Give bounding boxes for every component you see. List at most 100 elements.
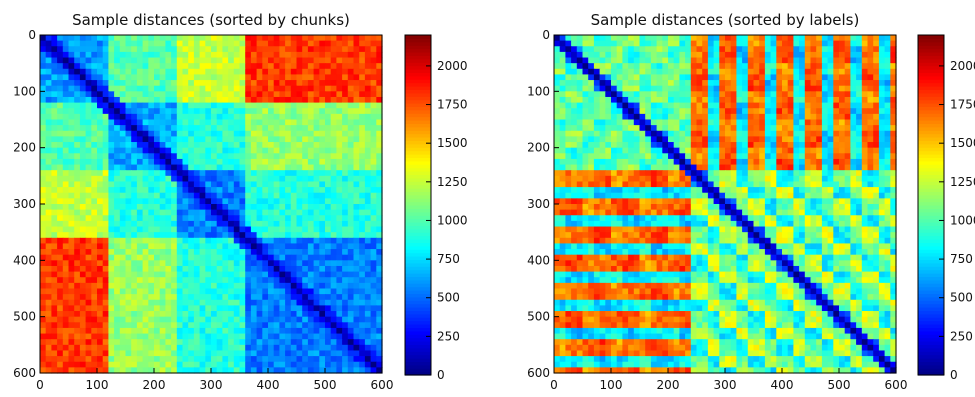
- heatmap-cell: [348, 294, 354, 300]
- heatmap-cell: [234, 41, 240, 47]
- heatmap-cell: [354, 91, 360, 97]
- heatmap-cell: [103, 317, 109, 323]
- heatmap-cell: [234, 266, 240, 272]
- heatmap-cell: [160, 198, 166, 204]
- heatmap-cell: [251, 35, 257, 41]
- heatmap-cell: [731, 125, 737, 131]
- heatmap-cell: [314, 125, 320, 131]
- heatmap-cell: [662, 120, 668, 126]
- heatmap-cell: [336, 283, 342, 289]
- heatmap-cell: [234, 74, 240, 80]
- heatmap-cell: [588, 120, 594, 126]
- heatmap-cell: [137, 238, 143, 244]
- heatmap-cell: [628, 108, 634, 114]
- heatmap-cell: [262, 300, 268, 306]
- heatmap-cell: [331, 153, 337, 159]
- heatmap-cell: [668, 91, 674, 97]
- heatmap-cell: [319, 153, 325, 159]
- heatmap-cell: [279, 266, 285, 272]
- heatmap-cell: [268, 120, 274, 126]
- heatmap-cell: [160, 210, 166, 216]
- heatmap-cell: [245, 120, 251, 126]
- heatmap-cell: [828, 97, 834, 103]
- heatmap-cell: [371, 148, 377, 154]
- heatmap-cell: [154, 80, 160, 86]
- heatmap-cell: [257, 238, 263, 244]
- heatmap-cell: [200, 289, 206, 295]
- heatmap-cell: [240, 136, 246, 142]
- heatmap-cell: [702, 103, 708, 109]
- heatmap-cell: [297, 103, 303, 109]
- heatmap-cell: [308, 35, 314, 41]
- heatmap-cell: [839, 125, 845, 131]
- heatmap-cell: [148, 232, 154, 238]
- heatmap-cell: [171, 41, 177, 47]
- heatmap-cell: [850, 108, 856, 114]
- y-tick-label: 300: [13, 197, 36, 211]
- heatmap-cell: [371, 227, 377, 233]
- heatmap-cell: [222, 46, 228, 52]
- heatmap-cell: [799, 46, 805, 52]
- heatmap-cell: [228, 238, 234, 244]
- heatmap-cell: [257, 41, 263, 47]
- heatmap-cell: [234, 272, 240, 278]
- heatmap-cell: [742, 148, 748, 154]
- heatmap-cell: [765, 35, 771, 41]
- heatmap-cell: [251, 272, 257, 278]
- heatmap-cell: [565, 35, 571, 41]
- heatmap-cell: [86, 350, 92, 356]
- heatmap-cell: [165, 120, 171, 126]
- heatmap-cell: [177, 289, 183, 295]
- heatmap-cell: [600, 120, 606, 126]
- heatmap-cell: [188, 46, 194, 52]
- heatmap-cell: [308, 294, 314, 300]
- heatmap-cell: [262, 187, 268, 193]
- heatmap-cell: [297, 170, 303, 176]
- heatmap-cell: [188, 58, 194, 64]
- heatmap-cell: [674, 108, 680, 114]
- heatmap-cell: [668, 69, 674, 75]
- heatmap-cell: [165, 272, 171, 278]
- heatmap-cell: [103, 277, 109, 283]
- heatmap-cell: [143, 187, 149, 193]
- heatmap-cell: [634, 80, 640, 86]
- heatmap-cell: [165, 362, 171, 368]
- heatmap-cell: [137, 260, 143, 266]
- heatmap-cell: [154, 345, 160, 351]
- heatmap-cell: [234, 165, 240, 171]
- heatmap-cell: [69, 356, 75, 362]
- heatmap-cell: [736, 69, 742, 75]
- heatmap-cell: [188, 221, 194, 227]
- heatmap-cell: [126, 277, 132, 283]
- heatmap-cell: [160, 227, 166, 233]
- heatmap-cell: [51, 97, 57, 103]
- heatmap-cell: [771, 114, 777, 120]
- heatmap-cell: [371, 136, 377, 142]
- heatmap-cell: [148, 204, 154, 210]
- heatmap-cell: [308, 334, 314, 340]
- heatmap-cell: [622, 46, 628, 52]
- heatmap-cell: [354, 114, 360, 120]
- heatmap-cell: [308, 97, 314, 103]
- heatmap-cell: [611, 63, 617, 69]
- heatmap-cell: [177, 221, 183, 227]
- heatmap-cell: [583, 97, 589, 103]
- heatmap-cell: [86, 238, 92, 244]
- heatmap-cell: [126, 283, 132, 289]
- heatmap-cell: [171, 277, 177, 283]
- heatmap-cell: [314, 289, 320, 295]
- heatmap-cell: [274, 63, 280, 69]
- heatmap-cell: [143, 159, 149, 165]
- heatmap-cell: [177, 97, 183, 103]
- heatmap-cell: [211, 198, 217, 204]
- heatmap-cell: [63, 91, 69, 97]
- heatmap-cell: [308, 159, 314, 165]
- heatmap-cell: [719, 103, 725, 109]
- heatmap-cell: [588, 41, 594, 47]
- heatmap-cell: [828, 63, 834, 69]
- heatmap-cell: [103, 165, 109, 171]
- heatmap-cell: [240, 108, 246, 114]
- heatmap-cell: [217, 215, 223, 221]
- heatmap-cell: [325, 255, 331, 261]
